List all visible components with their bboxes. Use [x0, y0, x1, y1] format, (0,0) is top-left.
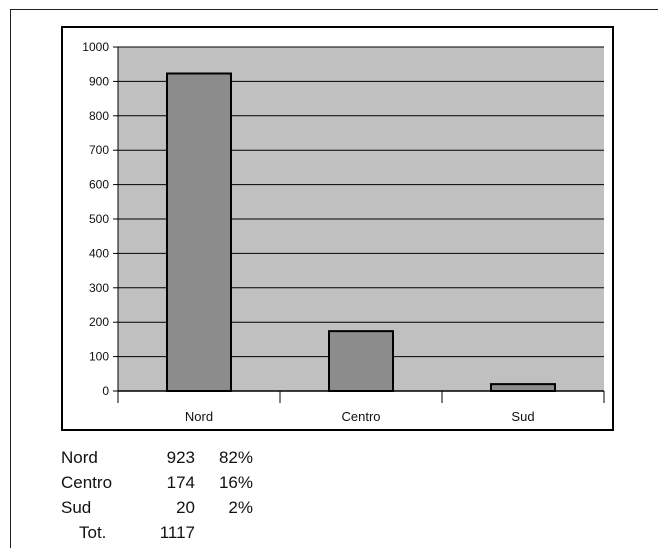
bar-chart: 0 100 200 300 400 500 600 700 800 900 1000 Nord Cent… [61, 26, 614, 431]
y-tick-label: 800 [89, 109, 109, 123]
y-tick-label: 400 [89, 246, 109, 260]
total-label: Tot. [61, 520, 150, 545]
x-tick-label: Centro [341, 409, 380, 424]
region-count: 20 [150, 495, 195, 520]
region-name: Nord [61, 445, 150, 470]
bar-nord [167, 73, 231, 391]
y-tick-label: 600 [89, 178, 109, 192]
region-name: Centro [61, 470, 150, 495]
x-tick-label: Sud [511, 409, 534, 424]
total-percent-empty [195, 520, 253, 545]
region-count: 174 [150, 470, 195, 495]
region-percent: 82% [195, 445, 253, 470]
y-tick-label: 700 [89, 143, 109, 157]
table-row-total: Tot. 1117 [61, 520, 253, 545]
y-tick-label: 200 [89, 315, 109, 329]
y-tick-label: 900 [89, 74, 109, 88]
frame-top-border [10, 9, 658, 10]
total-value: 1117 [150, 520, 195, 545]
table-row: Centro 174 16% [61, 470, 253, 495]
y-tick-label: 300 [89, 281, 109, 295]
bar-centro [329, 331, 393, 391]
y-tick-label: 100 [89, 350, 109, 364]
table-row: Sud 20 2% [61, 495, 253, 520]
bar-sud [491, 384, 555, 391]
table-row: Nord 923 82% [61, 445, 253, 470]
region-percent: 2% [195, 495, 253, 520]
region-percent: 16% [195, 470, 253, 495]
y-tick-label: 0 [102, 384, 109, 398]
chart-svg: 0 100 200 300 400 500 600 700 800 900 1000 Nord Cent… [63, 28, 612, 429]
summary-table: Nord 923 82% Centro 174 16% Sud 20 2% To… [61, 445, 253, 545]
y-tick-label: 1000 [82, 40, 109, 54]
y-tick-label: 500 [89, 212, 109, 226]
frame-left-border [10, 9, 11, 548]
x-tick-label: Nord [185, 409, 213, 424]
region-name: Sud [61, 495, 150, 520]
region-count: 923 [150, 445, 195, 470]
